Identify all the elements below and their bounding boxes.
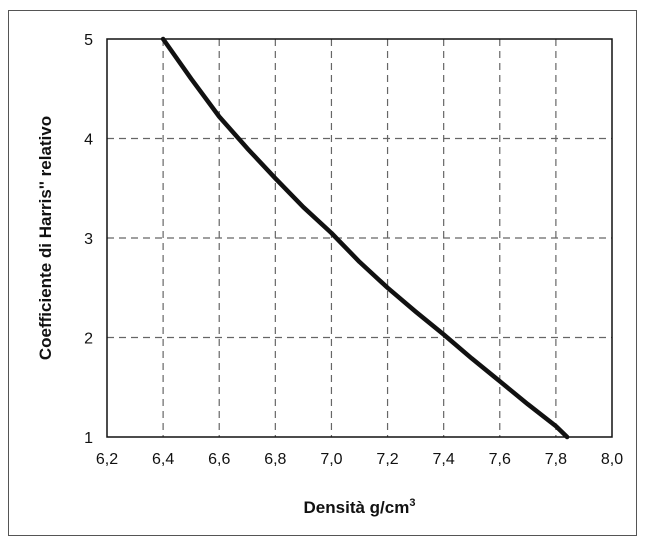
x-axis-label-superscript: 3 bbox=[409, 497, 415, 509]
x-axis-label-text: Densità g/cm bbox=[304, 498, 410, 517]
x-tick-label: 7,0 bbox=[320, 451, 342, 468]
x-tick-label: 7,8 bbox=[545, 451, 567, 468]
y-tick-label: 1 bbox=[84, 430, 93, 447]
y-tick-label: 4 bbox=[84, 132, 93, 149]
x-tick-label: 6,4 bbox=[152, 451, 174, 468]
x-axis-label: Densità g/cm3 bbox=[304, 497, 416, 517]
y-tick-label: 2 bbox=[84, 331, 93, 348]
y-tick-label: 5 bbox=[84, 32, 93, 49]
line-chart: 1 2 3 4 5 6,2 6,4 6,6 6,8 7,0 7,2 7,4 7,6 7,8 8,0 Coe… bbox=[36, 32, 623, 517]
y-tick-label: 3 bbox=[84, 231, 93, 248]
series-layer bbox=[160, 36, 570, 440]
grid-lines bbox=[107, 39, 612, 437]
x-tick-label: 8,0 bbox=[601, 451, 623, 468]
x-axis-ticks: 6,2 6,4 6,6 6,8 7,0 7,2 7,4 7,6 7,8 8,0 bbox=[96, 451, 623, 468]
x-tick-label: 7,2 bbox=[376, 451, 398, 468]
chart-frame: 1 2 3 4 5 6,2 6,4 6,6 6,8 7,0 7,2 7,4 7,6 7,8 8,0 Coe… bbox=[8, 10, 637, 536]
x-tick-label: 6,8 bbox=[264, 451, 286, 468]
x-tick-label: 7,6 bbox=[489, 451, 511, 468]
y-axis-ticks: 1 2 3 4 5 bbox=[84, 32, 93, 447]
x-tick-label: 7,4 bbox=[433, 451, 455, 468]
x-tick-label: 6,2 bbox=[96, 451, 118, 468]
y-axis-label: Coefficiente di Harris'' relativo bbox=[36, 116, 55, 360]
x-tick-label: 6,6 bbox=[208, 451, 230, 468]
series-line bbox=[160, 36, 570, 440]
plot-area-border bbox=[106, 38, 613, 438]
